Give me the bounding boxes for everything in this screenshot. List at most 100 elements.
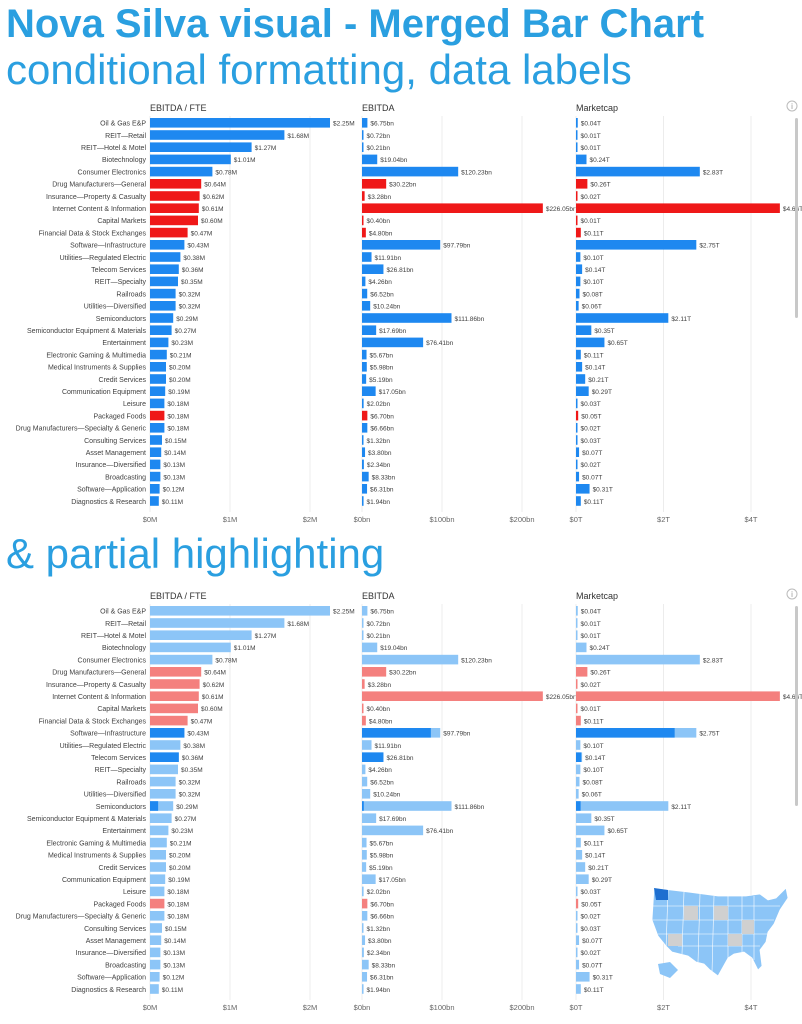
bar	[576, 276, 581, 287]
scrollbar[interactable]	[795, 118, 798, 318]
data-label: $2.25M	[333, 121, 355, 128]
bar	[576, 691, 780, 701]
data-label: $2.75T	[699, 243, 719, 250]
bar	[150, 325, 172, 335]
bar	[362, 191, 365, 201]
data-label: $76.41bn	[426, 340, 453, 347]
bar	[362, 789, 371, 799]
data-label: $0.18M	[167, 413, 189, 420]
bar	[362, 423, 368, 433]
data-label: $0.35T	[594, 816, 614, 823]
bar	[150, 789, 176, 799]
data-label: $0.24T	[590, 157, 610, 164]
data-label: $26.81bn	[386, 755, 413, 762]
info-icon[interactable]: i	[786, 100, 798, 112]
category-label: Entertainment	[102, 828, 146, 835]
bar	[150, 618, 285, 628]
data-label: $2.83T	[703, 169, 723, 176]
bar	[150, 166, 213, 177]
bar	[150, 776, 176, 787]
category-label: REIT—Hotel & Motel	[81, 145, 146, 152]
data-label: $0.15M	[165, 926, 187, 933]
bar	[576, 837, 581, 848]
data-label: $17.69bn	[379, 816, 406, 823]
x-tick-label: $0T	[570, 1003, 583, 1012]
data-label: $0.26T	[590, 670, 610, 677]
bar	[362, 264, 384, 274]
bar	[362, 337, 424, 348]
data-label: $0.32M	[179, 291, 201, 298]
bar-highlight	[150, 801, 159, 811]
x-tick-label: $4T	[745, 1003, 758, 1012]
category-label: Communication Equipment	[62, 389, 146, 396]
bar	[150, 288, 176, 299]
data-label: $1.94bn	[367, 987, 391, 994]
bar	[362, 947, 364, 958]
data-label: $0.08T	[583, 779, 603, 786]
bar	[576, 606, 578, 616]
data-label: $0.60M	[201, 706, 223, 713]
data-label: $0.21bn	[367, 145, 391, 152]
category-label: Software—Application	[77, 975, 146, 982]
bar	[576, 886, 578, 897]
bar	[150, 118, 330, 128]
scrollbar[interactable]	[795, 606, 798, 806]
bar	[576, 154, 587, 165]
bar	[362, 142, 364, 152]
x-tick-label: $200bn	[509, 1003, 534, 1012]
bar	[150, 362, 166, 372]
bar	[150, 959, 161, 970]
bar	[576, 410, 579, 421]
data-label: $4.26bn	[368, 279, 392, 286]
bar	[576, 313, 669, 323]
info-icon[interactable]: i	[786, 588, 798, 600]
data-label: $0.01T	[581, 133, 601, 140]
data-label: $0.21M	[170, 352, 192, 359]
data-label: $11.91bn	[375, 743, 402, 750]
data-label: $0.23M	[171, 828, 193, 835]
data-label: $0.65T	[607, 340, 627, 347]
category-label: Drug Manufacturers—Specialty & Generic	[16, 914, 147, 921]
us-map-shape	[651, 887, 789, 977]
bar	[362, 764, 366, 775]
x-tick-label: $100bn	[429, 515, 454, 524]
bar	[362, 618, 364, 628]
bar	[150, 898, 165, 909]
category-label: Internet Content & Information	[52, 694, 146, 701]
category-label: Insurance—Diversified	[76, 462, 147, 469]
data-label: $1.01M	[234, 645, 256, 652]
category-label: Asset Management	[86, 938, 146, 945]
bar	[362, 703, 364, 714]
bar	[150, 337, 169, 348]
data-label: $0.29T	[592, 877, 612, 884]
data-label: $5.67bn	[370, 352, 394, 359]
us-state-map[interactable]	[648, 880, 790, 986]
data-label: $226.05bn	[546, 694, 577, 701]
data-label: $76.41bn	[426, 828, 453, 835]
data-label: $2.02bn	[367, 889, 391, 896]
category-label: Biotechnology	[102, 645, 146, 652]
bar	[150, 984, 159, 994]
data-label: $97.79bn	[443, 731, 470, 738]
data-label: $8.33bn	[372, 962, 396, 969]
category-label: Telecom Services	[91, 267, 146, 274]
category-label: Capital Markets	[97, 218, 146, 225]
data-label: $0.40bn	[367, 218, 391, 225]
us-map-selected-state[interactable]	[654, 888, 668, 900]
category-label: Telecom Services	[91, 755, 146, 762]
data-label: $1.32bn	[367, 926, 391, 933]
data-label: $0.02T	[581, 426, 601, 433]
data-label: $0.35T	[594, 328, 614, 335]
bar	[576, 984, 581, 994]
category-label: Consulting Services	[84, 438, 146, 445]
data-label: $0.13M	[163, 462, 185, 469]
data-label: $6.52bn	[370, 779, 394, 786]
data-label: $0.11T	[584, 840, 604, 847]
data-label: $0.07T	[582, 450, 602, 457]
bar	[150, 374, 166, 384]
data-label: $0.72bn	[367, 133, 391, 140]
data-label: $0.14T	[585, 365, 605, 372]
data-label: $0.27M	[175, 816, 197, 823]
data-label: $0.03T	[581, 889, 601, 896]
data-label: $6.31bn	[370, 487, 394, 494]
